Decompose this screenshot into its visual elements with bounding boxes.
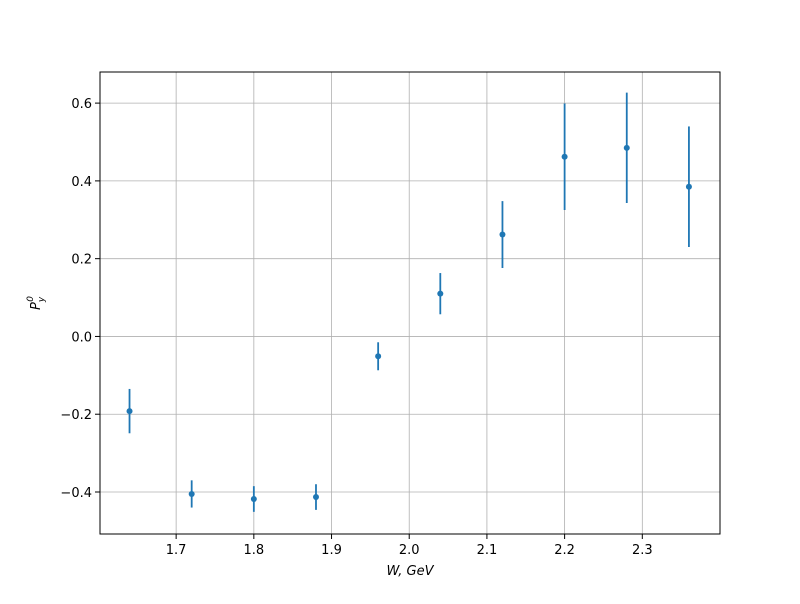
data-point — [375, 353, 382, 360]
y-label-sup: 0 — [26, 296, 36, 302]
data-point — [312, 494, 319, 501]
x-tick-label: 2.3 — [632, 543, 653, 558]
x-axis-label: W, GeV — [386, 564, 434, 579]
data-point — [685, 183, 692, 190]
data-point — [126, 408, 133, 415]
data-point — [623, 144, 630, 151]
y-axis-label: Py0 — [26, 296, 47, 310]
x-tick-label: 2.2 — [554, 543, 575, 558]
x-tick-label: 2.1 — [477, 543, 498, 558]
data-point — [437, 290, 444, 297]
data-point — [188, 490, 195, 497]
y-tick-label: −0.4 — [60, 486, 92, 501]
x-tick-label: 2.0 — [399, 543, 420, 558]
y-tick-label: 0.4 — [71, 175, 92, 190]
x-tick-label: 1.9 — [321, 543, 342, 558]
y-tick-label: 0.6 — [71, 97, 92, 112]
data-point — [561, 153, 568, 160]
y-axis-label-text: Py0 — [26, 296, 47, 310]
y-tick-label: 0.0 — [71, 330, 92, 345]
y-tick-label: −0.2 — [60, 408, 92, 423]
y-label-base: P — [29, 302, 44, 310]
data-point — [250, 496, 257, 502]
x-tick-label: 1.7 — [166, 543, 187, 558]
data-point — [499, 231, 506, 238]
y-label-sub: y — [37, 296, 47, 303]
y-tick-label: 0.2 — [71, 253, 92, 268]
x-tick-label: 1.8 — [243, 543, 264, 558]
plot-frame — [99, 71, 721, 535]
